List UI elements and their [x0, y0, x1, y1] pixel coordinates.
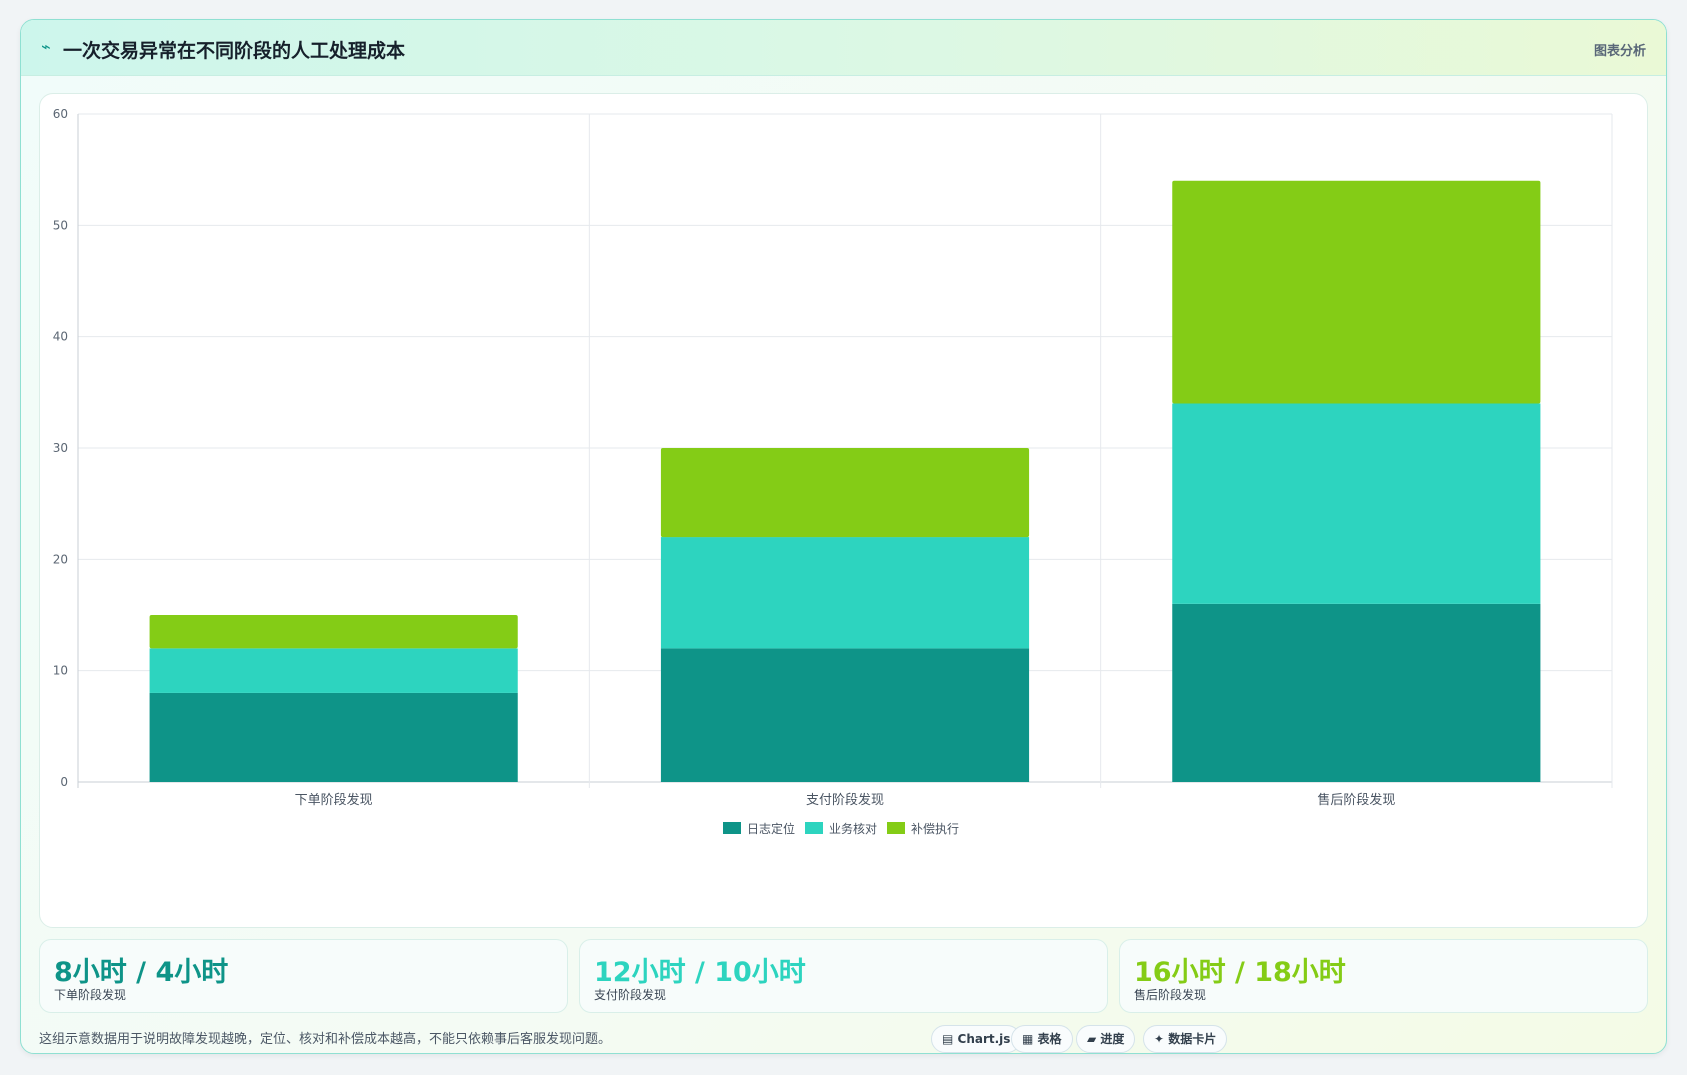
kpi-card-payment: 12小时 / 10小时 支付阶段发现: [579, 939, 1108, 1013]
y-tick-label: 0: [60, 775, 68, 789]
kpi-row: 8小时 / 4小时 下单阶段发现 12小时 / 10小时 支付阶段发现 16小时…: [39, 939, 1648, 1013]
kpi-label: 下单阶段发现: [54, 988, 127, 1002]
y-tick-label: 20: [53, 552, 68, 566]
card-header: ⌁ 一次交易异常在不同阶段的人工处理成本 图表分析: [21, 20, 1666, 76]
legend-swatch: [805, 822, 823, 834]
x-tick-label: 下单阶段发现: [295, 792, 373, 808]
kpi-label: 支付阶段发现: [594, 988, 667, 1002]
kpi-value: 16小时 / 18小时: [1134, 957, 1346, 988]
x-tick-label: 支付阶段发现: [806, 792, 884, 808]
legend-swatch: [723, 822, 741, 834]
legend-swatch: [887, 822, 905, 834]
footer-note: 这组示意数据用于说明故障发现越晚，定位、核对和补偿成本越高，不能只依赖事后客服发…: [39, 1032, 612, 1047]
y-tick-label: 10: [53, 664, 68, 678]
kpi-label: 售后阶段发现: [1134, 988, 1207, 1002]
bar-segment: [149, 692, 518, 782]
chart-analysis-tag: 图表分析: [1593, 44, 1646, 59]
bar-segment: [660, 448, 1030, 538]
chip-data-card[interactable]: ✦ 数据卡片: [1143, 1025, 1228, 1053]
bar-segment: [149, 648, 518, 693]
kpi-value: 12小时 / 10小时: [594, 957, 806, 988]
legend-label: 补偿执行: [911, 821, 959, 836]
y-tick-label: 50: [53, 218, 68, 232]
x-tick-label: 售后阶段发现: [1317, 792, 1395, 808]
bar-segment: [1172, 603, 1541, 782]
y-tick-label: 60: [53, 107, 68, 121]
bar-segment: [1172, 180, 1541, 404]
page-title: 一次交易异常在不同阶段的人工处理成本: [63, 40, 406, 62]
kpi-card-aftersales: 16小时 / 18小时 售后阶段发现: [1119, 939, 1648, 1013]
chip-table[interactable]: ▦ 表格: [1011, 1025, 1073, 1053]
kpi-value: 8小时 / 4小时: [54, 957, 229, 988]
chart-area: 0 10 20 30 40 50 60 下单阶段发现 支付阶段发现 售后阶段发现日志定位 业务核对 补…: [39, 93, 1648, 928]
legend-label: 日志定位: [747, 821, 795, 836]
y-tick-label: 40: [53, 330, 68, 344]
chip-chartjs[interactable]: ▤ Chart.js: [931, 1025, 1022, 1053]
legend-label: 业务核对: [829, 821, 877, 836]
chip-progress[interactable]: ▰ 进度: [1076, 1025, 1136, 1053]
chart-card: ⌁ 一次交易异常在不同阶段的人工处理成本 图表分析 0 10 20 30 40 50 60 下…: [20, 19, 1667, 1054]
kpi-card-order: 8小时 / 4小时 下单阶段发现: [39, 939, 568, 1013]
wave-icon: ⌁: [41, 37, 51, 56]
bar-segment: [1172, 403, 1541, 604]
bar-segment: [149, 615, 518, 649]
bar-segment: [660, 648, 1030, 782]
bar-segment: [660, 537, 1030, 649]
y-tick-label: 30: [53, 441, 68, 455]
